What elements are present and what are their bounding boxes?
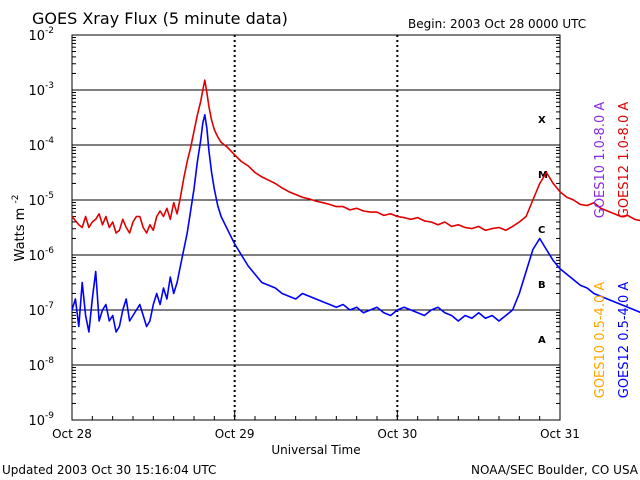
flare-class-m: M bbox=[538, 170, 548, 181]
x-axis: Oct 28 Oct 29 Oct 30 Oct 31 bbox=[52, 412, 580, 441]
legend-long-goes12: GOES12 1.0-8.0 A bbox=[617, 102, 632, 219]
y-axis: 10-2 10-3 10-4 10-5 10-6 10-7 10-8 10-9 bbox=[28, 26, 560, 429]
legend-short: GOES10 0.5-4.0 A GOES12 0.5-4.0 A bbox=[593, 282, 632, 399]
updated-timestamp: Updated 2003 Oct 30 15:16:04 UTC bbox=[2, 463, 216, 477]
series-goes12-long bbox=[71, 79, 640, 234]
flare-class-labels: X M C B A bbox=[538, 115, 548, 346]
series-lines bbox=[71, 79, 640, 333]
y-tick-label: 10-7 bbox=[28, 301, 54, 319]
chart-title: GOES Xray Flux (5 minute data) bbox=[32, 9, 288, 28]
y-tick-label: 10-6 bbox=[28, 246, 54, 264]
flare-class-x: X bbox=[538, 115, 546, 126]
y-tick-label: 10-5 bbox=[28, 191, 54, 209]
legend-long: GOES10 1.0-8.0 A GOES12 1.0-8.0 A bbox=[593, 102, 632, 219]
svg-text:GOES12 1.0-8.0 A: GOES12 1.0-8.0 A bbox=[617, 102, 632, 219]
y-tick-label: 10-3 bbox=[28, 81, 54, 99]
plot-frame bbox=[71, 34, 561, 421]
grid-lines bbox=[72, 89, 560, 366]
flare-class-b: B bbox=[538, 280, 546, 291]
legend-short-goes12: GOES12 0.5-4.0 A bbox=[617, 282, 632, 399]
y-tick-label: 10-2 bbox=[28, 26, 54, 44]
y-tick-label: 10-4 bbox=[28, 136, 54, 154]
y-axis-label-text: Watts m bbox=[13, 208, 28, 262]
svg-text:GOES10 1.0-8.0 A: GOES10 1.0-8.0 A bbox=[593, 102, 608, 219]
svg-text:GOES10 0.5-4.0 A: GOES10 0.5-4.0 A bbox=[593, 282, 608, 399]
x-tick-label: Oct 30 bbox=[377, 427, 417, 441]
y-axis-label-sup: -2 bbox=[11, 195, 21, 204]
x-tick-label: Oct 31 bbox=[540, 427, 580, 441]
legend-short-goes10: GOES10 0.5-4.0 A bbox=[593, 282, 608, 399]
x-tick-label: Oct 28 bbox=[52, 427, 92, 441]
y-tick-label: 10-8 bbox=[28, 356, 54, 374]
flare-class-c: C bbox=[538, 225, 545, 236]
flare-class-a: A bbox=[538, 335, 546, 346]
series-goes12-short bbox=[71, 114, 640, 333]
y-tick-label: 10-9 bbox=[28, 411, 54, 429]
begin-label: Begin: 2003 Oct 28 0000 UTC bbox=[408, 17, 586, 31]
x-tick-label: Oct 29 bbox=[215, 427, 255, 441]
x-axis-label: Universal Time bbox=[271, 443, 360, 457]
svg-text:Watts m -2: Watts m -2 bbox=[11, 195, 28, 262]
y-axis-label: Watts m -2 bbox=[11, 195, 28, 262]
credit-text: NOAA/SEC Boulder, CO USA bbox=[471, 463, 639, 477]
day-dividers bbox=[233, 35, 399, 420]
svg-text:GOES12 0.5-4.0 A: GOES12 0.5-4.0 A bbox=[617, 282, 632, 399]
legend-long-goes10: GOES10 1.0-8.0 A bbox=[593, 102, 608, 219]
